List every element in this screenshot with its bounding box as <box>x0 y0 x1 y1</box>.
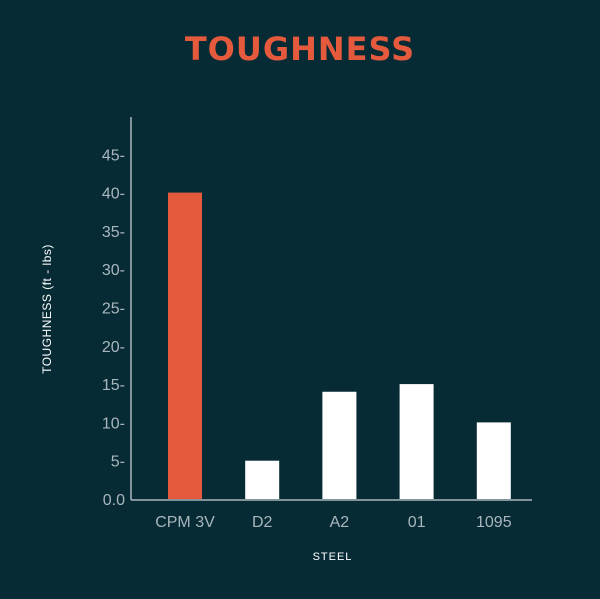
y-tick-label: 35- <box>102 224 125 241</box>
y-tick-label: 20- <box>102 339 125 356</box>
x-tick-label: D2 <box>252 514 273 531</box>
y-tick-label: 0.0 <box>103 492 125 509</box>
x-tick-label: CPM 3V <box>155 514 215 531</box>
bar-1095 <box>476 422 511 499</box>
chart-title: TOUGHNESS <box>184 30 416 68</box>
x-tick-label: A2 <box>330 514 350 531</box>
x-tick-label: 1095 <box>476 514 512 531</box>
bar-01 <box>399 384 434 499</box>
y-tick-label: 10- <box>102 415 125 432</box>
y-tick-label: 40- <box>102 186 125 203</box>
y-tick-label: 25- <box>102 301 125 318</box>
x-tick-label: 01 <box>408 514 426 531</box>
bar-cpm-3v <box>168 192 202 499</box>
y-tick-label: 45- <box>102 147 125 164</box>
y-tick-label: 15- <box>102 377 125 394</box>
y-tick-label: 30- <box>102 262 125 279</box>
bar-d2 <box>245 460 280 499</box>
bar-a2 <box>322 391 357 499</box>
y-tick-label: 5- <box>111 454 125 471</box>
x-axis-title: STEEL <box>312 551 353 563</box>
